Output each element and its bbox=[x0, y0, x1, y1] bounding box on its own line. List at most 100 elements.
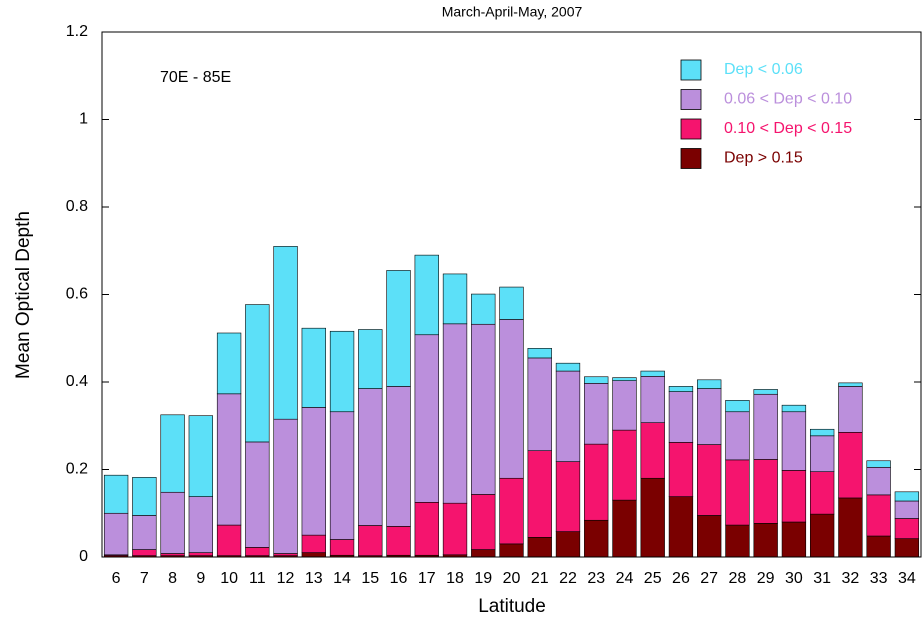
bar-segment bbox=[866, 494, 891, 537]
x-tick-label: 20 bbox=[503, 570, 521, 587]
x-tick-label: 34 bbox=[898, 570, 916, 587]
x-tick-label: 19 bbox=[474, 570, 492, 587]
x-tick-label: 27 bbox=[700, 570, 718, 587]
x-tick-label: 9 bbox=[196, 570, 205, 587]
x-tick-label: 14 bbox=[333, 570, 351, 587]
bar-segment bbox=[103, 512, 129, 556]
x-tick-label: 21 bbox=[531, 570, 549, 587]
bar-segment bbox=[697, 388, 722, 445]
bar-segment bbox=[697, 444, 722, 516]
bar-segment bbox=[640, 370, 665, 377]
bar-segment bbox=[668, 391, 694, 443]
x-tick-label: 17 bbox=[418, 570, 436, 587]
y-tick-label: 0.4 bbox=[66, 373, 88, 390]
bar-segment bbox=[753, 389, 778, 395]
bar-segment bbox=[612, 499, 637, 558]
bar-segment bbox=[894, 538, 920, 558]
bar-segment bbox=[781, 521, 807, 558]
bar-segment bbox=[329, 330, 355, 413]
bar-segment bbox=[555, 362, 581, 372]
bar-segment bbox=[668, 386, 694, 392]
x-tick-label: 28 bbox=[729, 570, 747, 587]
bar-segment bbox=[471, 494, 496, 550]
y-tick-label: 0 bbox=[79, 548, 88, 565]
bar-segment bbox=[838, 382, 863, 387]
bar-segment bbox=[584, 443, 609, 521]
legend-label: Dep > 0.15 bbox=[724, 150, 803, 167]
y-tick-label: 0.2 bbox=[66, 461, 88, 478]
bar-segment bbox=[216, 524, 242, 556]
bar-segment bbox=[781, 404, 807, 413]
bar-segment bbox=[301, 407, 326, 536]
x-tick-label: 22 bbox=[559, 570, 577, 587]
bar-segment bbox=[527, 348, 552, 359]
bar-segment bbox=[160, 491, 185, 554]
bar-segment bbox=[358, 329, 383, 389]
bar-segment bbox=[386, 386, 411, 527]
legend-swatch bbox=[680, 148, 702, 169]
bar-segment bbox=[866, 467, 891, 496]
x-tick-label: 24 bbox=[616, 570, 634, 587]
bar-segment bbox=[809, 513, 835, 558]
bar-segment bbox=[527, 357, 552, 451]
bar-segment bbox=[471, 323, 496, 495]
x-tick-label: 23 bbox=[587, 570, 605, 587]
x-tick-label: 29 bbox=[757, 570, 775, 587]
bar-segment bbox=[555, 461, 581, 532]
bar-segment bbox=[414, 254, 439, 336]
bar-segment bbox=[499, 286, 524, 320]
legend-label: 0.06 < Dep < 0.10 bbox=[724, 91, 852, 108]
bar-segment bbox=[188, 552, 214, 556]
x-tick-label: 15 bbox=[361, 570, 379, 587]
bar-segment bbox=[132, 549, 157, 556]
bar-segment bbox=[245, 441, 270, 548]
bar-segment bbox=[866, 535, 891, 558]
bar-segment bbox=[555, 531, 581, 558]
bar-segment bbox=[838, 497, 863, 558]
x-axis-label: Latitude bbox=[478, 596, 546, 617]
bar-segment bbox=[640, 376, 665, 423]
legend-swatch bbox=[680, 89, 702, 110]
bar-segment bbox=[103, 474, 129, 514]
bar-segment bbox=[386, 526, 411, 556]
x-tick-label: 33 bbox=[870, 570, 888, 587]
legend-label: 0.10 < Dep < 0.15 bbox=[724, 120, 852, 137]
bar-segment bbox=[216, 393, 242, 526]
bar-segment bbox=[612, 429, 637, 501]
bar-segment bbox=[725, 400, 750, 413]
bar-segment bbox=[612, 377, 637, 381]
y-tick-label: 1.2 bbox=[66, 23, 88, 40]
bar-segment bbox=[584, 519, 609, 558]
bar-segment bbox=[188, 415, 214, 497]
bar-segment bbox=[697, 515, 722, 558]
x-tick-label: 11 bbox=[249, 570, 266, 587]
bar-segment bbox=[273, 418, 298, 554]
bar-segment bbox=[866, 460, 891, 468]
x-tick-label: 25 bbox=[644, 570, 662, 587]
bar-segment bbox=[329, 539, 355, 556]
bar-segment bbox=[838, 432, 863, 499]
y-tick-label: 0.8 bbox=[66, 198, 88, 215]
bar-segment bbox=[160, 553, 185, 556]
bar-segment bbox=[668, 496, 694, 558]
bar-segment bbox=[640, 477, 665, 558]
x-tick-label: 31 bbox=[813, 570, 831, 587]
bar-segment bbox=[527, 537, 552, 558]
bar-segment bbox=[725, 411, 750, 461]
x-tick-label: 16 bbox=[390, 570, 408, 587]
bar-segment bbox=[245, 304, 270, 443]
x-tick-label: 7 bbox=[140, 570, 149, 587]
bar-segment bbox=[216, 332, 242, 395]
bar-segment bbox=[301, 552, 326, 558]
x-tick-label: 10 bbox=[220, 570, 238, 587]
x-tick-label: 32 bbox=[841, 570, 859, 587]
bar-segment bbox=[894, 500, 920, 519]
bar-segment bbox=[499, 543, 524, 558]
x-tick-label: 13 bbox=[305, 570, 323, 587]
bar-segment bbox=[358, 525, 383, 556]
y-axis-label: Mean Optical Depth bbox=[13, 211, 34, 379]
y-tick-label: 1 bbox=[79, 111, 88, 128]
bar-segment bbox=[329, 411, 355, 540]
bar-segment bbox=[442, 323, 468, 504]
